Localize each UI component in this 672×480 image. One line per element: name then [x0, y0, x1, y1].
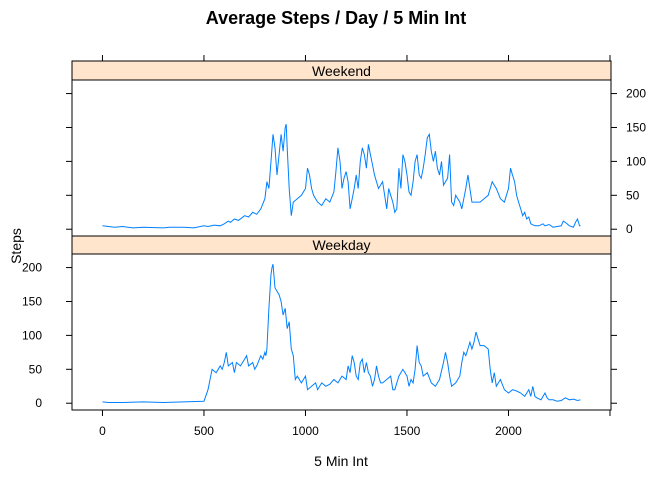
series-line-weekday: [102, 264, 581, 404]
y-tick-label-weekend-0: 0: [626, 222, 633, 236]
y-tick-label-weekday-50: 50: [29, 362, 43, 376]
x-tick-label-0: 0: [99, 424, 106, 438]
panel-frame-weekend: [71, 79, 612, 237]
strip-label-weekend: Weekend: [312, 63, 371, 79]
x-tick-label-1000: 1000: [292, 424, 319, 438]
x-tick-label-500: 500: [194, 424, 214, 438]
x-tick-label-2000: 2000: [495, 424, 522, 438]
chart-title: Average Steps / Day / 5 Min Int: [206, 8, 466, 28]
y-tick-label-weekday-100: 100: [22, 328, 42, 342]
x-tick-label-1500: 1500: [394, 424, 421, 438]
y-tick-label-weekday-200: 200: [22, 261, 42, 275]
y-tick-label-weekday-150: 150: [22, 294, 42, 308]
y-tick-label-weekday-0: 0: [35, 396, 42, 410]
strip-label-weekday: Weekday: [312, 237, 370, 253]
y-tick-label-weekend-100: 100: [626, 154, 646, 168]
y-tick-label-weekend-150: 150: [626, 120, 646, 134]
series-line-weekend: [102, 123, 581, 229]
y-tick-label-weekend-50: 50: [626, 188, 640, 202]
y-axis-label: Steps: [8, 228, 24, 264]
y-tick-label-weekend-200: 200: [626, 87, 646, 101]
x-axis-label: 5 Min Int: [314, 453, 368, 469]
panel-frame-weekday: [71, 253, 612, 411]
